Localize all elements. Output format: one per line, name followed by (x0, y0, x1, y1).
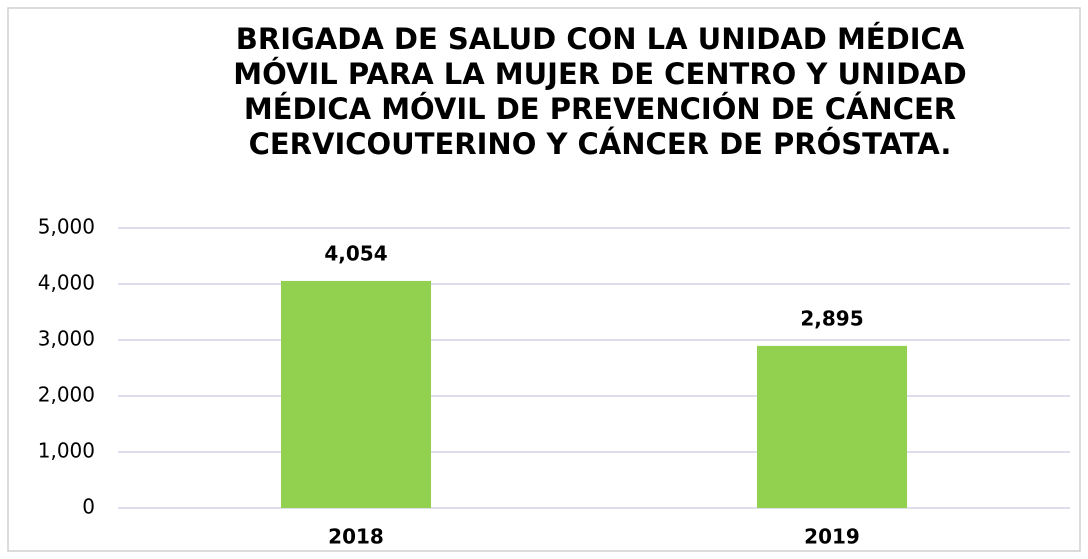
y-tick-label: 3,000 (38, 327, 95, 351)
y-tick-label: 1,000 (38, 439, 95, 463)
chart-title: BRIGADA DE SALUD CON LA UNIDAD MÉDICA MÓ… (233, 22, 967, 161)
x-tick-label: 2018 (328, 525, 384, 549)
bar (757, 345, 907, 508)
y-tick-label: 0 (82, 495, 95, 519)
value-label: 4,054 (324, 241, 387, 265)
value-label: 2,895 (800, 306, 863, 330)
bar (281, 280, 431, 508)
x-tick-label: 2019 (804, 525, 860, 549)
y-tick-label: 2,000 (38, 383, 95, 407)
y-tick-label: 4,000 (38, 271, 95, 295)
y-tick-label: 5,000 (38, 215, 95, 239)
